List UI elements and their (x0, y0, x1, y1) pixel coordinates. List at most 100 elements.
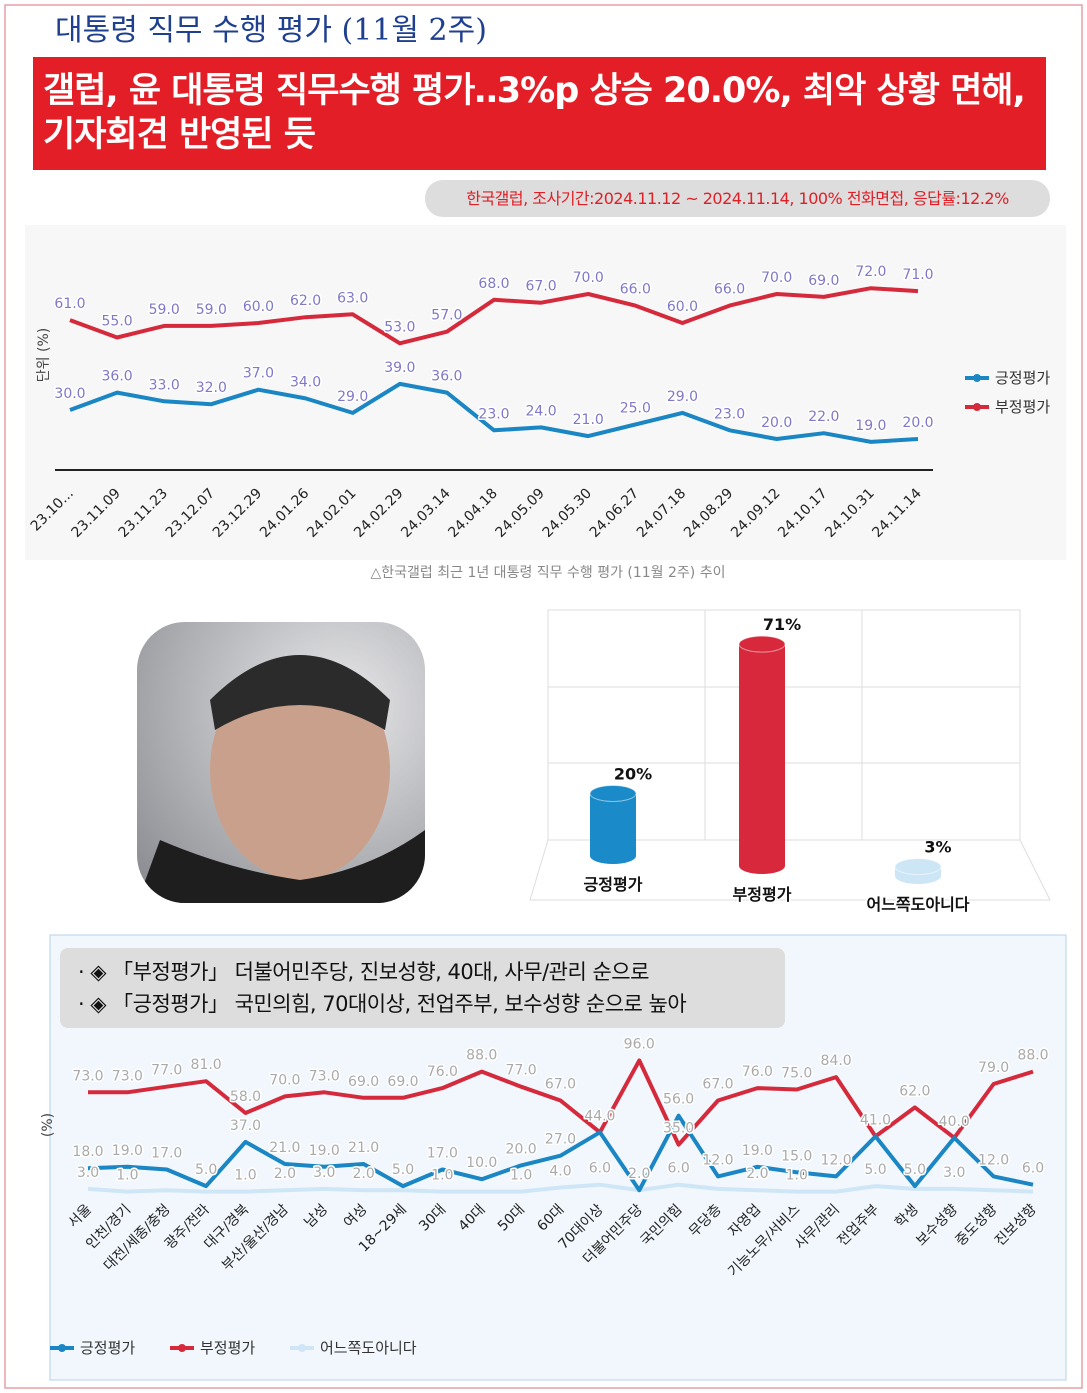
value-label: 34.0 (290, 374, 321, 390)
legend-dot (973, 403, 981, 411)
value-label: 61.0 (54, 296, 85, 312)
value-label: 29.0 (337, 389, 368, 405)
suit (137, 830, 425, 903)
legend-dot (973, 374, 981, 382)
value-label: 37.0 (230, 1118, 261, 1134)
value-label: 27.0 (545, 1132, 576, 1148)
value-label: 44.0 (584, 1108, 615, 1124)
value-label: 1.0 (510, 1168, 532, 1184)
series-line (69, 381, 919, 444)
value-label: 39.0 (384, 360, 415, 376)
value-label: 77.0 (506, 1063, 537, 1079)
hair (210, 655, 390, 730)
value-label: 1.0 (234, 1168, 256, 1184)
value-label: 59.0 (149, 302, 180, 318)
value-label: 21.0 (269, 1140, 300, 1156)
value-label: 60.0 (243, 299, 274, 315)
value-label: 19.0 (855, 418, 886, 434)
value-label: 36.0 (431, 369, 462, 385)
value-label: 23.0 (714, 406, 745, 422)
page-title: 대통령 직무 수행 평가 (11월 2주) (55, 13, 487, 48)
y-axis-label: 단위 (%) (36, 328, 52, 382)
value-label: 58.0 (230, 1089, 261, 1105)
legend-label: 긍정평가 (80, 1339, 135, 1357)
value-label: 2.0 (352, 1166, 374, 1182)
value-label: 10.0 (466, 1155, 497, 1171)
value-label: 25.0 (620, 401, 651, 417)
value-label: 69.0 (808, 273, 839, 289)
value-label: 67.0 (526, 279, 557, 295)
value-label: 6.0 (1022, 1161, 1044, 1177)
value-label: 70.0 (573, 270, 604, 286)
legend-label: 부정평가 (200, 1339, 255, 1357)
value-label: 5.0 (864, 1162, 886, 1178)
value-label: 75.0 (781, 1066, 812, 1082)
value-label: 1.0 (431, 1168, 453, 1184)
value-label: 19.0 (112, 1143, 143, 1159)
value-label: 17.0 (151, 1146, 182, 1162)
value-label: 12.0 (978, 1152, 1009, 1168)
bar-top (589, 785, 637, 802)
value-label: 37.0 (243, 366, 274, 382)
series-line (87, 1113, 1034, 1193)
value-label: 88.0 (466, 1048, 497, 1064)
value-label: 73.0 (72, 1068, 103, 1084)
value-label: 3.0 (313, 1165, 335, 1181)
value-label: 70.0 (269, 1072, 300, 1088)
bar (590, 793, 636, 856)
value-label: 68.0 (478, 276, 509, 292)
headline: 갤럽, 윤 대통령 직무수행 평가‥3%p 상승 20.0%, 최악 상황 면해… (33, 57, 1046, 170)
value-label: 4.0 (549, 1163, 571, 1179)
value-label: 66.0 (620, 282, 651, 298)
value-label: 66.0 (714, 282, 745, 298)
value-label: 2.0 (274, 1166, 296, 1182)
value-label: 60.0 (667, 299, 698, 315)
value-label: 1.0 (786, 1168, 808, 1184)
value-label: 69.0 (387, 1074, 418, 1090)
value-label: 67.0 (545, 1077, 576, 1093)
value-label: 73.0 (112, 1068, 143, 1084)
value-label: 35.0 (663, 1121, 694, 1137)
value-label: 12.0 (702, 1152, 733, 1168)
value-label: 70.0 (761, 270, 792, 286)
value-label: 33.0 (149, 377, 180, 393)
photo (137, 622, 425, 903)
value-label: 21.0 (348, 1140, 379, 1156)
series-line (69, 286, 919, 346)
value-label: 40.0 (939, 1114, 970, 1130)
value-label: 77.0 (151, 1063, 182, 1079)
bar (739, 644, 785, 866)
value-label: 53.0 (384, 319, 415, 335)
floor (529, 839, 1051, 901)
value-label: 12.0 (821, 1152, 852, 1168)
value-label: 6.0 (589, 1161, 611, 1177)
value-label: 79.0 (978, 1060, 1009, 1076)
value-label: 6.0 (667, 1161, 689, 1177)
value-label: 88.0 (1017, 1048, 1048, 1064)
value-label: 17.0 (427, 1146, 458, 1162)
value-label: 20.0 (506, 1141, 537, 1157)
value-label: 84.0 (821, 1053, 852, 1069)
value-label: 3.0 (77, 1165, 99, 1181)
legend-dot (178, 1344, 186, 1352)
value-label: 30.0 (54, 386, 85, 402)
category-label: 부정평가 (733, 885, 792, 904)
value-label: 19.0 (742, 1143, 773, 1159)
value-label: 19.0 (309, 1143, 340, 1159)
legend-dot (298, 1344, 306, 1352)
category-label: 어느쪽도아니다 (866, 895, 969, 914)
value-label: 76.0 (427, 1064, 458, 1080)
value-label: 2.0 (628, 1166, 650, 1182)
bar-top (894, 858, 942, 876)
value-label: 36.0 (102, 369, 133, 385)
page-border (4, 4, 1083, 1389)
value-label: 20.0 (902, 415, 933, 431)
value-label: 62.0 (290, 293, 321, 309)
value-label: 63.0 (337, 290, 368, 306)
legend-dot (58, 1344, 66, 1352)
value-label: 69.0 (348, 1074, 379, 1090)
caption: △한국갤럽 최근 1년 대통령 직무 수행 평가 (11월 2주) 추이 (371, 565, 726, 581)
bullet: · ◈ 「긍정평가」 국민의힘, 70대이상, 전업주부, 보수성향 순으로 높… (78, 992, 687, 1016)
value-label: 23.0 (478, 406, 509, 422)
